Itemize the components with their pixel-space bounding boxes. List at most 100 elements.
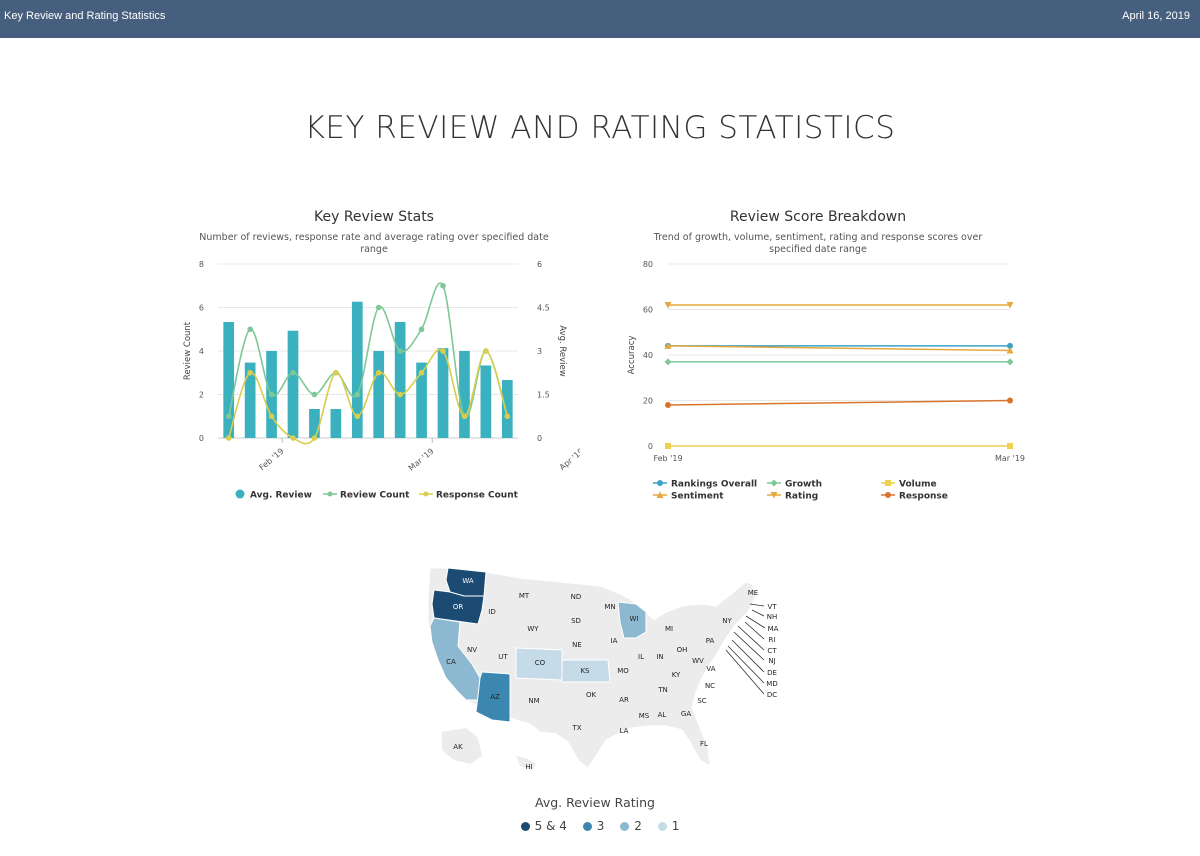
- leader-line-ri: [744, 621, 765, 640]
- point-review-count: [225, 413, 232, 420]
- y-tick-label: 4: [199, 347, 204, 356]
- state-az[interactable]: [475, 671, 511, 723]
- bar-avg-review: [351, 301, 363, 438]
- state-label-in: IN: [656, 653, 663, 661]
- state-label-il: IL: [638, 653, 644, 661]
- chart1-subtitle-line: range: [360, 244, 388, 255]
- state-or[interactable]: [431, 589, 485, 625]
- state-label-nv: NV: [467, 646, 477, 654]
- state-label-nd: ND: [571, 593, 582, 601]
- alaska-shape: [442, 728, 482, 764]
- series-point: [664, 301, 672, 309]
- series-point: [665, 402, 671, 409]
- point-response-count: [354, 413, 361, 420]
- bar-avg-review: [309, 409, 320, 438]
- y-tick-label: 0: [199, 434, 204, 443]
- chart1-subtitle: Number of reviews, response rate and ave…: [174, 232, 574, 256]
- legend-label: Avg. Review: [250, 491, 312, 501]
- state-label-wa: WA: [462, 577, 474, 585]
- state-label-al: AL: [658, 711, 667, 719]
- legend-item-5-4[interactable]: 5 & 4: [520, 819, 567, 833]
- state-label-hi: HI: [525, 763, 532, 771]
- state-label-vt: VT: [767, 603, 777, 611]
- state-label-md: MD: [766, 680, 777, 688]
- state-label-ak: AK: [453, 743, 463, 751]
- point-response-count: [440, 348, 446, 354]
- legend-item-3[interactable]: 3: [582, 819, 604, 833]
- y-tick-label: 20: [643, 397, 653, 406]
- series-point: [665, 443, 671, 449]
- bar-avg-review: [437, 348, 449, 438]
- state-label-mt: MT: [519, 592, 530, 600]
- legend-label: Growth: [785, 480, 822, 490]
- legend-marker: [885, 492, 891, 498]
- point-response-count: [268, 413, 275, 420]
- point-response-count: [461, 413, 468, 420]
- state-wi[interactable]: [617, 601, 647, 639]
- chart2-subtitle-line: Trend of growth, volume, sentiment, rati…: [653, 232, 983, 243]
- state-label-mo: MO: [617, 667, 629, 675]
- x-tick-label: Apr '19: [558, 447, 580, 472]
- series-point: [1006, 358, 1014, 366]
- legend-item-2[interactable]: 2: [620, 819, 642, 833]
- legend-label: Response Count: [436, 491, 519, 501]
- bar-avg-review: [480, 365, 492, 438]
- state-label-wi: WI: [630, 615, 639, 623]
- state-label-id: ID: [488, 608, 495, 616]
- legend-marker: [327, 491, 333, 497]
- state-label-ar: AR: [619, 696, 629, 704]
- y2-tick-label: 0: [537, 434, 542, 443]
- point-response-count: [418, 369, 425, 376]
- series-point: [1007, 443, 1013, 449]
- state-ca[interactable]: [429, 617, 481, 701]
- chart2-title: Review Score Breakdown: [729, 209, 907, 225]
- state-label-ri: RI: [769, 636, 776, 644]
- legend-item-1[interactable]: 1: [657, 819, 680, 833]
- legend-dot: [657, 822, 667, 831]
- y-tick-label: 0: [648, 442, 653, 451]
- series-point: [1006, 346, 1014, 354]
- series-point: [1006, 301, 1014, 309]
- page-title: KEY REVIEW AND RATING STATISTICS: [304, 110, 896, 146]
- y-tick-label: 80: [643, 260, 653, 269]
- legend-label: 1: [671, 819, 680, 833]
- legend-label: Response: [899, 492, 948, 502]
- state-label-ks: KS: [580, 667, 590, 675]
- bar-avg-review: [459, 351, 470, 438]
- legend-dot: [582, 822, 592, 831]
- state-label-tn: TN: [657, 686, 668, 694]
- state-label-sc: SC: [697, 697, 706, 705]
- state-label-ok: OK: [586, 691, 597, 699]
- y-tick-label: 40: [643, 351, 653, 360]
- series-line: [667, 399, 1011, 406]
- leader-line-ma: [745, 615, 766, 629]
- state-label-nh: NH: [767, 613, 778, 621]
- state-label-ms: MS: [639, 712, 650, 720]
- bar-avg-review: [394, 322, 406, 438]
- bar-avg-review: [501, 380, 513, 438]
- chart1-subtitle-line: Number of reviews, response rate and ave…: [199, 232, 549, 243]
- top-bar: Key Review and Rating Statistics April 1…: [0, 0, 1200, 38]
- y2-axis-label: Avg. Review: [557, 325, 567, 377]
- point-response-count: [247, 369, 253, 376]
- series-point: [1007, 342, 1013, 349]
- bar-avg-review: [223, 322, 235, 438]
- highlighted-states: [429, 567, 647, 723]
- y-axis-label: Review Count: [183, 321, 193, 380]
- y-axis-label: Accuracy: [627, 336, 637, 375]
- y-tick-label: 2: [199, 391, 204, 400]
- bar-avg-review: [287, 330, 299, 438]
- state-label-sd: SD: [571, 617, 581, 625]
- state-label-ne: NE: [572, 641, 582, 649]
- state-label-ca: CA: [446, 658, 456, 666]
- state-label-wv: WV: [692, 657, 704, 665]
- state-ks[interactable]: [561, 659, 611, 683]
- northeast-leader-lines: [725, 603, 766, 695]
- point-review-count: [290, 369, 296, 376]
- series-point: [664, 342, 672, 349]
- state-label-ky: KY: [672, 671, 681, 679]
- state-label-ut: UT: [498, 653, 508, 661]
- legend-marker: [885, 480, 891, 486]
- state-label-nm: NM: [528, 697, 539, 705]
- key-review-stats-chart: 0 0 2 1.5 4 3 6 4.5 8 6 Review Count Avg. Review Feb…: [183, 260, 580, 501]
